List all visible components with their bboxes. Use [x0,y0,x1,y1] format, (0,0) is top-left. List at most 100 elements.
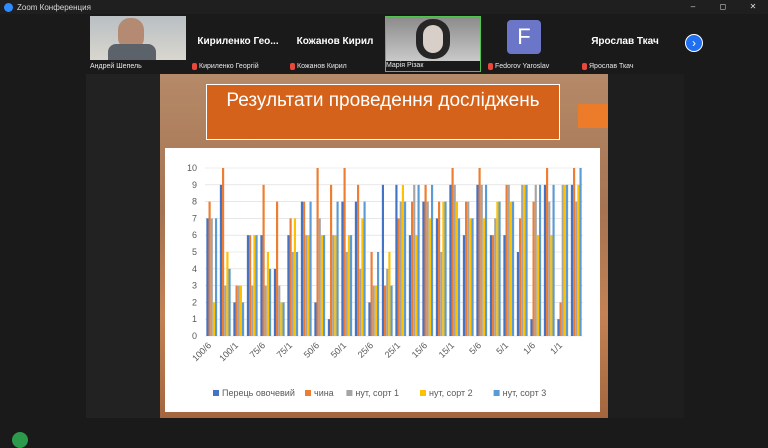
bar [494,218,497,336]
bar [565,184,569,336]
bar [550,235,553,336]
participant-tile-3[interactable]: Марія Різак [385,16,481,72]
bar [212,302,215,336]
bar [426,201,429,336]
participant-tile-1[interactable]: Кириленко Гео... Кириленко Георгій [192,16,284,72]
screen-margin-right [608,74,684,418]
bar [332,235,335,336]
participant-tile-4[interactable]: F Fedorov Yaroslav [488,16,574,72]
chart-area: 0 1 2 3 4 5 6 7 8 9 10 100/6 100/1 75/6 75/1 50/6 50/1 25… [165,148,600,412]
participant-tile-0[interactable]: Андрей Шепель [90,16,186,72]
participant-name-3: Марія Різак [386,62,424,69]
bar [484,184,488,336]
bar [525,184,528,336]
participant-name-2: Кожанов Кирил [290,63,347,70]
security-shield-icon[interactable] [12,432,28,448]
bar [538,184,542,336]
bar [208,201,211,336]
bar [509,201,512,336]
window-controls: – ◻ ✕ [678,0,768,14]
bar [289,218,292,336]
bar [249,235,252,336]
bar [498,201,501,336]
legend-label: нут, сорт 3 [503,388,547,398]
bar [235,285,238,336]
mic-muted-icon [488,63,493,70]
bar [305,235,308,336]
bar [489,235,493,336]
bar [349,235,353,336]
bar [449,184,452,336]
bar [363,201,366,336]
participant-tile-2[interactable]: Кожанов Кирил Кожанов Кирил [290,16,380,72]
y-tick-label: 2 [192,297,197,307]
x-tick-label: 15/6 [410,340,429,359]
x-tick-label: 5/6 [467,340,483,356]
y-tick-label: 9 [192,180,197,190]
participant-bigname-5: Ярослав Ткач [591,36,659,47]
bar [336,201,339,336]
bar [408,235,412,336]
bar [453,184,456,336]
bar [476,184,479,336]
bar [314,302,317,336]
bar [246,235,250,336]
bar [206,218,209,336]
bar [359,268,362,336]
bar [521,184,524,336]
x-tick-label: 100/1 [217,340,240,363]
bar [563,184,566,336]
minimize-icon[interactable]: – [690,2,696,11]
bar [357,184,360,336]
bar [548,201,551,336]
close-icon[interactable]: ✕ [749,2,757,11]
participant-tile-5[interactable]: Ярослав Ткач Ярослав Ткач [582,16,668,72]
x-tick-label: 75/1 [275,340,294,359]
window-titlebar: Zoom Конференция – ◻ ✕ [0,0,768,14]
y-tick-label: 6 [192,230,197,240]
bar [430,184,434,336]
bar [523,184,526,336]
video-feed-3 [386,17,480,61]
bar [307,235,310,336]
bar [384,285,387,336]
decorative-square [578,104,608,128]
next-page-button[interactable]: › [685,34,703,52]
bar [469,218,472,336]
bar [552,184,555,336]
bar [343,168,346,336]
bar [330,184,333,336]
legend-swatch [305,390,311,396]
bar [543,184,547,336]
bar [293,218,296,336]
y-tick-label: 5 [192,247,197,257]
video-feed-0 [90,16,186,60]
slide-title: Результати проведення досліджень [206,84,560,140]
bar [322,235,326,336]
bar [287,235,290,336]
bar [262,184,265,336]
body-0 [108,44,156,60]
bar [334,235,337,336]
bar [496,201,499,336]
bar [318,218,321,336]
bar [403,201,407,336]
bar [237,285,240,336]
bar [435,218,439,336]
x-tick-label: 1/1 [548,340,564,356]
y-tick-label: 4 [192,264,197,274]
bar [347,235,350,336]
bar [503,235,506,336]
bar [376,252,380,336]
bar [478,168,481,336]
x-tick-label: 25/1 [383,340,402,359]
bar [492,235,495,336]
bar [278,285,281,336]
bar [482,218,485,336]
bar [559,302,562,336]
x-tick-label: 1/6 [521,340,537,356]
legend-label: Перець овочевий [222,388,295,398]
mic-muted-icon [582,63,587,70]
bar [467,201,470,336]
maximize-icon[interactable]: ◻ [719,2,727,11]
